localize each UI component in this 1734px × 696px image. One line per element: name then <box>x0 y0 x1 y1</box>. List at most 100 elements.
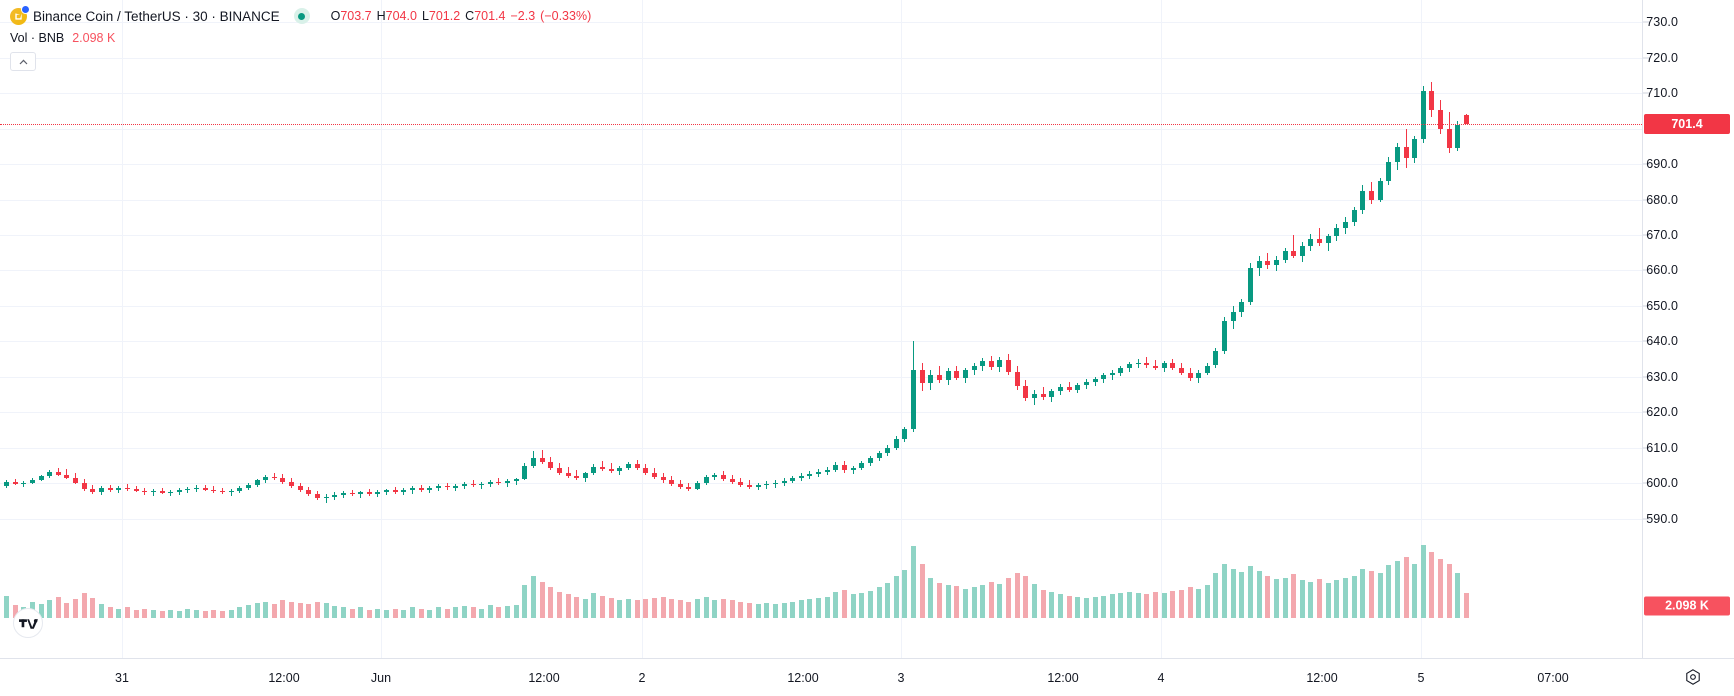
price-tick-dash <box>1643 21 1650 23</box>
candle-body <box>341 492 346 495</box>
candle-body <box>471 483 476 486</box>
last-price-badge[interactable]: 701.4 <box>1644 113 1730 134</box>
candle-wick <box>447 482 448 490</box>
legend-volume-row[interactable]: Vol · BNB 2.098 K <box>10 28 591 48</box>
volume-bar <box>807 599 812 618</box>
candle-body <box>531 457 536 467</box>
price-tick-dash <box>1643 234 1650 236</box>
chart-settings-button[interactable] <box>1684 668 1704 688</box>
collapse-legend-button[interactable] <box>10 52 36 71</box>
volume-bar <box>652 597 657 618</box>
volume-label: Vol · BNB <box>10 31 65 45</box>
volume-bar <box>142 608 147 618</box>
volume-bar <box>704 596 709 618</box>
price-tick-label: 730.0 <box>1646 15 1678 30</box>
volume-bar <box>358 607 363 618</box>
volume-bar <box>825 596 830 618</box>
candle-body <box>99 488 104 492</box>
volume-bar <box>937 582 942 618</box>
volume-bar <box>954 586 959 618</box>
price-tick-dash <box>1643 199 1650 201</box>
price-tick-label: 650.0 <box>1646 298 1678 313</box>
candle-body <box>1188 373 1193 379</box>
volume-bar <box>868 590 873 618</box>
price-tick-dash <box>1643 92 1650 94</box>
volume-bar <box>419 608 424 618</box>
volume-bar <box>514 605 519 618</box>
candle-body <box>220 491 225 493</box>
volume-value-badge[interactable]: 2.098 K <box>1644 596 1730 616</box>
chevron-up-icon <box>19 59 27 64</box>
volume-bar <box>306 603 311 618</box>
candle-body <box>384 490 389 493</box>
volume-bar <box>185 608 190 618</box>
volume-bar <box>496 607 501 618</box>
grid-line-vertical <box>122 0 123 658</box>
volume-bar <box>341 607 346 618</box>
candle-body <box>1378 181 1383 200</box>
volume-bar <box>566 594 571 618</box>
candle-body <box>246 484 251 489</box>
candle-body <box>609 469 614 472</box>
candle-body <box>298 486 303 491</box>
candle-wick <box>611 463 612 474</box>
volume-bar <box>298 602 303 618</box>
candle-body <box>1041 393 1046 398</box>
candle-body <box>505 481 510 484</box>
time-axis[interactable]: 31 12:00 Jun 12:00 2 12:00 3 12:00 4 12:00 5 07:00 <box>0 658 1734 696</box>
price-tick-label: 630.0 <box>1646 369 1678 384</box>
candle-body <box>56 472 61 475</box>
candle-body <box>1326 236 1331 244</box>
candle-body <box>678 483 683 487</box>
candle-wick <box>127 483 128 491</box>
volume-bar <box>1093 596 1098 618</box>
series-visibility-dot-icon[interactable] <box>293 8 310 24</box>
candle-body <box>972 366 977 371</box>
volume-bar <box>47 600 52 618</box>
price-tick-dash <box>1643 518 1650 520</box>
candle-body <box>1291 251 1296 256</box>
price-tick-dash <box>1643 305 1650 307</box>
volume-bar <box>1386 565 1391 618</box>
gear-icon <box>1686 669 1700 685</box>
candle-body <box>160 491 165 494</box>
candle-body <box>1153 365 1158 368</box>
volume-bar <box>1404 556 1409 618</box>
volume-bar <box>669 599 674 618</box>
candle-body <box>902 429 907 440</box>
volume-bar <box>1196 588 1201 618</box>
ohlc-values: O703.7 H704.0 L701.2 C701.4 −2.3 (−0.33%) <box>331 9 592 23</box>
candle-body <box>859 462 864 469</box>
candle-body <box>920 369 925 383</box>
candle-body <box>686 486 691 489</box>
candle-body <box>954 371 959 378</box>
price-axis[interactable]: 730.0 720.0 710.0 690.0 680.0 670.0 660.0 650.0… <box>1642 0 1734 696</box>
price-tick-dash <box>1643 340 1650 342</box>
volume-bar <box>548 587 553 618</box>
volume-bar <box>1006 577 1011 618</box>
volume-bar <box>842 589 847 618</box>
chart-plot-area[interactable] <box>0 0 1642 658</box>
candle-body <box>125 487 130 489</box>
candle-body <box>1386 161 1391 182</box>
time-tick-label: 12:00 <box>268 671 300 685</box>
legend-symbol-row[interactable]: Binance Coin / TetherUS · 30 · BINANCE O… <box>10 4 592 26</box>
time-tick-label: 5 <box>1417 671 1425 685</box>
candle-body <box>617 468 622 472</box>
volume-bar <box>134 609 139 618</box>
candle-body <box>712 475 717 477</box>
candle-body <box>1023 386 1028 399</box>
candle-body <box>1404 147 1409 159</box>
symbol-title[interactable]: Binance Coin / TetherUS · 30 · BINANCE <box>33 8 280 24</box>
candle-body <box>868 458 873 463</box>
candle-body <box>790 478 795 482</box>
volume-bar <box>885 582 890 618</box>
change-value: −2.3 <box>510 9 536 23</box>
candle-body <box>635 464 640 469</box>
volume-bar <box>1464 593 1469 618</box>
volume-bar <box>1265 575 1270 618</box>
volume-bar <box>263 601 268 618</box>
tradingview-logo-icon[interactable] <box>13 608 43 638</box>
volume-bar <box>1334 580 1339 618</box>
candle-body <box>652 472 657 477</box>
